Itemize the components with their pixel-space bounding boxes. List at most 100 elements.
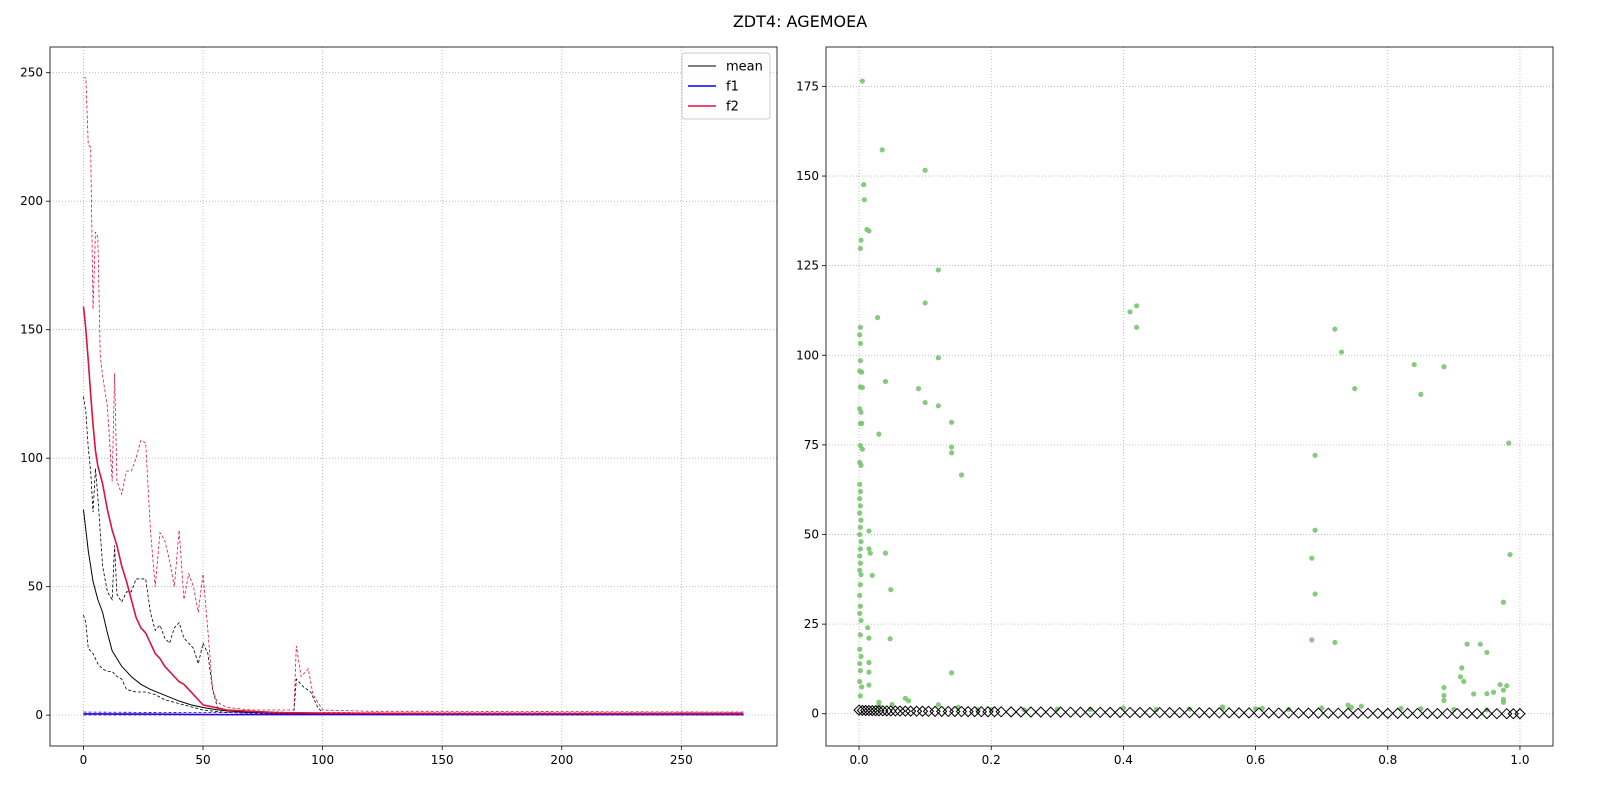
front-point <box>922 705 935 718</box>
population-point <box>1312 591 1318 597</box>
front-point <box>1025 706 1037 718</box>
population-point <box>906 698 912 704</box>
series-line-f2 <box>82 306 744 715</box>
population-point <box>857 592 863 599</box>
front-point <box>869 705 882 717</box>
population-point <box>857 358 863 364</box>
front-point <box>1233 707 1245 719</box>
axes-frame <box>49 46 778 747</box>
front-point <box>1292 707 1305 719</box>
population-point <box>1411 361 1417 368</box>
figure-title: ZDT4: AGEMOEA <box>732 12 868 31</box>
population-point <box>857 693 863 699</box>
population-point <box>922 399 928 406</box>
x-tick-label: 0.4 <box>1114 753 1133 767</box>
population-point <box>887 636 893 642</box>
front-point <box>1074 706 1087 718</box>
front-point <box>1514 708 1526 720</box>
front-point <box>1045 706 1057 718</box>
population-point <box>955 704 961 710</box>
population-point <box>858 237 864 243</box>
population-point <box>857 567 863 573</box>
legend: mean f1 f2 <box>681 52 771 120</box>
y-tick-label: 50 <box>804 528 819 542</box>
front-point <box>1144 706 1156 719</box>
population-point <box>857 603 863 609</box>
population-point <box>1490 689 1497 695</box>
front-point <box>889 705 902 717</box>
front-point <box>885 705 897 717</box>
y-tick-label: 150 <box>796 169 819 183</box>
population-point <box>1332 326 1338 332</box>
front-point <box>1114 706 1126 719</box>
population-point <box>858 409 864 415</box>
population-point <box>1153 706 1160 713</box>
population-point <box>866 659 872 666</box>
series-line-f1 <box>83 713 744 716</box>
population-point <box>1309 637 1315 643</box>
population-point <box>874 315 881 321</box>
population-point <box>882 378 889 385</box>
population-point <box>1484 649 1490 656</box>
population-point <box>859 78 865 84</box>
population-point <box>857 524 863 530</box>
series-line-f2-max <box>83 77 744 713</box>
population-point <box>857 503 863 509</box>
population-point <box>857 678 863 685</box>
population-point <box>869 572 875 578</box>
front-point <box>873 705 885 717</box>
population-point <box>857 488 863 495</box>
population-point <box>867 550 873 556</box>
front-point <box>881 705 893 717</box>
population-point <box>958 472 965 478</box>
front-point <box>1273 707 1285 719</box>
front-point <box>1104 706 1116 719</box>
x-tick-label: 0.2 <box>982 753 1001 767</box>
x-tick-label: 0.8 <box>1378 753 1397 767</box>
x-tick-label: 250 <box>670 753 693 767</box>
population-point <box>948 419 955 425</box>
population-point <box>859 684 865 690</box>
population-point <box>857 632 863 638</box>
population-point <box>1507 551 1513 558</box>
population-point <box>1457 674 1464 680</box>
front-point <box>1253 707 1265 719</box>
population-point <box>1500 599 1507 605</box>
y-tick-label: 100 <box>20 451 43 465</box>
front-point <box>1411 707 1424 720</box>
population-point <box>935 403 941 409</box>
population-point <box>1418 391 1424 397</box>
population-point <box>922 300 928 306</box>
population-point <box>857 560 863 566</box>
y-tick-label: 200 <box>20 194 43 208</box>
population-point <box>857 332 863 338</box>
population-point <box>1309 555 1315 561</box>
population-point <box>866 669 872 675</box>
population-point <box>866 682 872 688</box>
front-point <box>1362 707 1374 720</box>
y-tick-label: 250 <box>20 66 43 80</box>
front-point <box>1322 707 1334 719</box>
population-point <box>1120 705 1127 711</box>
population-point <box>858 539 864 545</box>
legend-label-f1: f1 <box>726 80 739 95</box>
front-point <box>1263 707 1275 719</box>
x-tick-label: 50 <box>195 753 210 767</box>
population-point <box>1461 678 1467 685</box>
front-point <box>1342 707 1354 719</box>
front-point <box>1491 707 1503 720</box>
population-point <box>1338 349 1345 355</box>
front-point <box>1163 706 1176 719</box>
population-point <box>1484 707 1490 713</box>
front-point <box>910 705 923 717</box>
population-point <box>1348 704 1355 710</box>
population-point <box>858 617 864 624</box>
convergence-plot: 0 50 100 150 200 250 0 50 100 150 200 250 mean f1 f2 <box>20 46 778 767</box>
front-point <box>866 704 878 717</box>
population-point <box>1286 706 1292 713</box>
front-point <box>1243 707 1255 719</box>
population-point <box>1464 641 1470 647</box>
front-point <box>935 705 948 718</box>
objective-space-plot: 0.0 0.2 0.4 0.6 0.8 1.0 0 25 50 75 100 125 150 175 <box>796 46 1554 767</box>
x-tick-label: 150 <box>431 753 454 767</box>
